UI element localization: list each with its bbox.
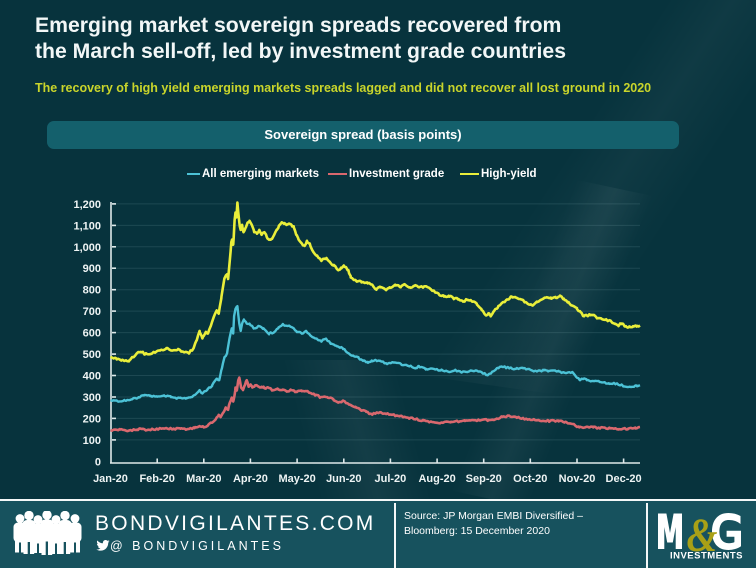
- svg-text:Apr-20: Apr-20: [233, 473, 268, 485]
- svg-text:800: 800: [83, 285, 101, 297]
- svg-text:700: 700: [83, 306, 101, 318]
- svg-text:INVESTMENTS: INVESTMENTS: [670, 551, 743, 562]
- svg-text:200: 200: [83, 413, 101, 425]
- svg-text:100: 100: [83, 435, 101, 447]
- svg-text:Feb-20: Feb-20: [139, 473, 174, 485]
- svg-text:300: 300: [83, 392, 101, 404]
- svg-text:Jul-20: Jul-20: [375, 473, 407, 485]
- svg-text:600: 600: [83, 328, 101, 340]
- svg-text:Jun-20: Jun-20: [326, 473, 361, 485]
- svg-text:May-20: May-20: [278, 473, 315, 485]
- svg-text:400: 400: [83, 371, 101, 383]
- svg-text:500: 500: [83, 349, 101, 361]
- svg-text:&: &: [687, 509, 718, 562]
- svg-text:1,100: 1,100: [73, 220, 101, 232]
- svg-text:Mar-20: Mar-20: [186, 473, 221, 485]
- svg-text:Oct-20: Oct-20: [513, 473, 547, 485]
- svg-text:900: 900: [83, 263, 101, 275]
- svg-text:Nov-20: Nov-20: [559, 473, 596, 485]
- svg-text:Jan-20: Jan-20: [93, 473, 128, 485]
- svg-text:0: 0: [95, 456, 101, 468]
- svg-text:1,000: 1,000: [73, 242, 101, 254]
- svg-text:1,200: 1,200: [73, 199, 101, 211]
- svg-text:Sep-20: Sep-20: [466, 473, 502, 485]
- svg-text:Aug-20: Aug-20: [418, 473, 455, 485]
- svg-text:Dec-20: Dec-20: [606, 473, 642, 485]
